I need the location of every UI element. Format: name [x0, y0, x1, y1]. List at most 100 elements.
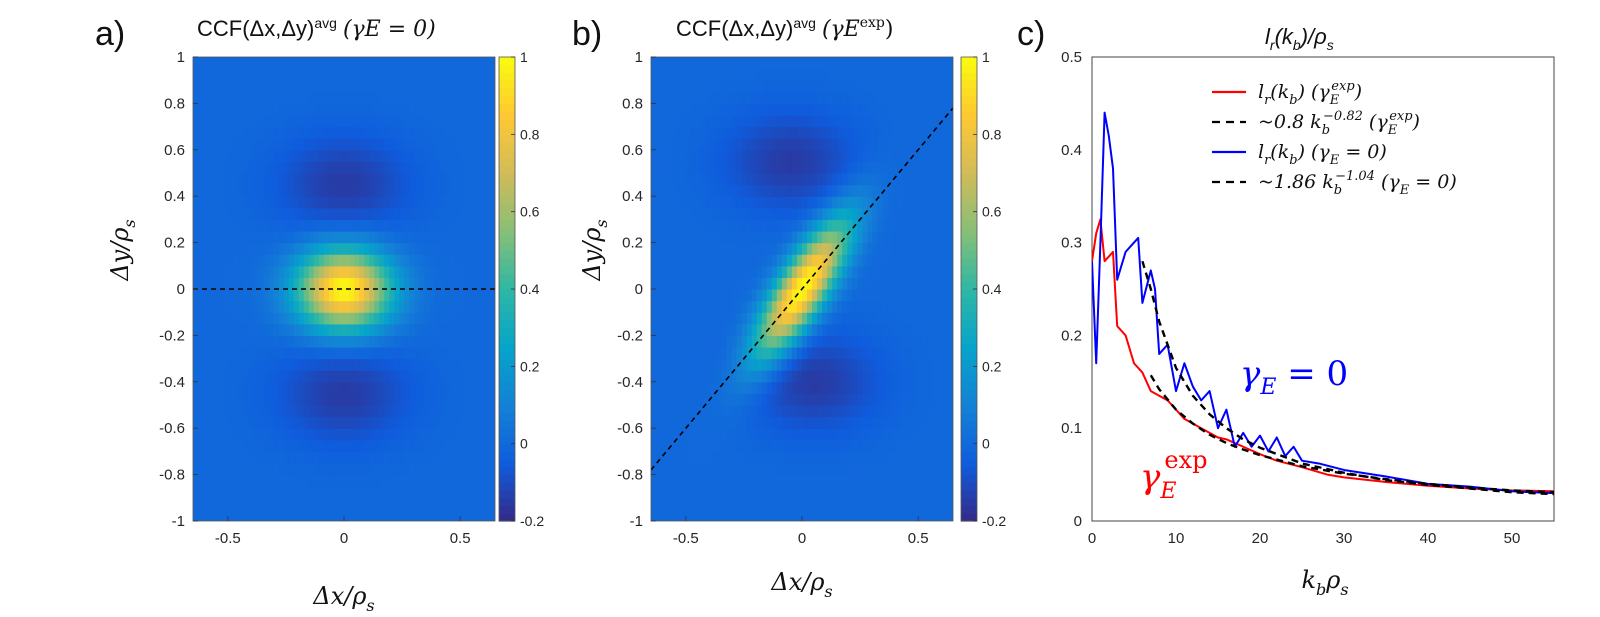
heatmap-cell [771, 289, 778, 302]
heatmap-cell [248, 103, 254, 116]
heatmap-cell [817, 242, 823, 255]
heatmap-cell [429, 497, 436, 510]
heatmap-cell [243, 486, 249, 499]
heatmap-cell [726, 451, 733, 464]
heatmap-cell [887, 416, 894, 429]
x-tick-label: -0.5 [215, 530, 241, 547]
heatmap-cell [671, 57, 677, 70]
heatmap-cell [233, 103, 239, 116]
heatmap-cell [419, 91, 426, 104]
heatmap-cell [489, 393, 495, 406]
heatmap-cell [741, 300, 748, 313]
heatmap-cell [409, 474, 416, 487]
heatmap-cell [238, 497, 244, 510]
heatmap-cell [681, 428, 687, 441]
heatmap-cell [248, 323, 254, 336]
heatmap-cell [837, 68, 843, 81]
heatmap-cell [263, 405, 270, 418]
colorbar-segment [499, 374, 515, 383]
heatmap-cell [338, 161, 345, 174]
heatmap-cell [937, 219, 944, 232]
heatmap-cell [474, 428, 481, 441]
heatmap-cell [771, 254, 778, 267]
heatmap-cell [359, 370, 365, 383]
heatmap-cell [424, 184, 431, 197]
heatmap-cell [877, 115, 884, 128]
heatmap-cell [429, 474, 436, 487]
heatmap-cell [308, 463, 315, 476]
heatmap-cell [263, 428, 270, 441]
heatmap-cell [927, 486, 934, 499]
heatmap-cell [832, 149, 838, 162]
heatmap-cell [927, 80, 934, 93]
heatmap-cell [691, 312, 697, 325]
heatmap-cell [776, 254, 783, 267]
heatmap-cell [902, 149, 909, 162]
heatmap-cell [666, 358, 672, 371]
heatmap-cell [238, 115, 244, 128]
heatmap-cell [409, 242, 416, 255]
heatmap-cell [424, 474, 431, 487]
heatmap-cell [701, 335, 707, 348]
heatmap-cell [691, 497, 697, 510]
heatmap-cell [897, 405, 904, 418]
heatmap-cell [882, 207, 889, 220]
heatmap-cell [198, 405, 204, 418]
heatmap-cell [424, 161, 431, 174]
heatmap-cell [364, 265, 370, 278]
heatmap-cell [701, 242, 707, 255]
heatmap-cell [253, 416, 260, 429]
heatmap-cell [716, 370, 723, 383]
heatmap-cell [354, 405, 360, 418]
heatmap-cell [439, 381, 446, 394]
heatmap-cell [887, 103, 894, 116]
heatmap-cell [857, 474, 863, 487]
heatmap-cell [278, 439, 285, 452]
heatmap-cell [419, 347, 426, 360]
heatmap-cell [233, 289, 239, 302]
heatmap-cell [681, 115, 687, 128]
heatmap-cell [218, 486, 224, 499]
heatmap-cell [681, 173, 687, 186]
heatmap-cell [213, 138, 219, 151]
heatmap-cell [761, 416, 768, 429]
heatmap-cell [766, 68, 773, 81]
heatmap-cell [812, 335, 818, 348]
heatmap-cell [902, 451, 909, 464]
heatmap-cell [872, 370, 879, 383]
heatmap-cell [333, 138, 340, 151]
heatmap-cell [882, 300, 889, 313]
heatmap-cell [449, 80, 456, 93]
heatmap-cell [651, 196, 657, 209]
heatmap-cell [776, 486, 783, 499]
heatmap-cell [253, 300, 260, 313]
heatmap-cell [303, 358, 310, 371]
heatmap-cell [751, 416, 758, 429]
heatmap-cell [414, 486, 421, 499]
heatmap-cell [791, 126, 798, 139]
heatmap-cell [706, 196, 712, 209]
colorbar-segment [499, 397, 515, 406]
heatmap-cell [721, 289, 728, 302]
heatmap-cell [837, 57, 843, 70]
heatmap-cell [741, 103, 748, 116]
heatmap-cell [228, 277, 234, 290]
heatmap-cell [459, 381, 466, 394]
heatmap-cell [691, 207, 697, 220]
heatmap-cell [676, 416, 682, 429]
heatmap-cell [696, 173, 702, 186]
heatmap-cell [193, 497, 199, 510]
heatmap-cell [474, 416, 481, 429]
heatmap-cell [937, 68, 944, 81]
heatmap-cell [927, 347, 934, 360]
heatmap-cell [817, 277, 823, 290]
heatmap-cell [218, 173, 224, 186]
heatmap-cell [464, 231, 471, 244]
heatmap-cell [449, 277, 456, 290]
heatmap-cell [394, 126, 400, 139]
heatmap-cell [651, 323, 657, 336]
heatmap-cell [892, 300, 899, 313]
heatmap-cell [369, 497, 375, 510]
heatmap-cell [932, 370, 939, 383]
heatmap-cell [766, 428, 773, 441]
